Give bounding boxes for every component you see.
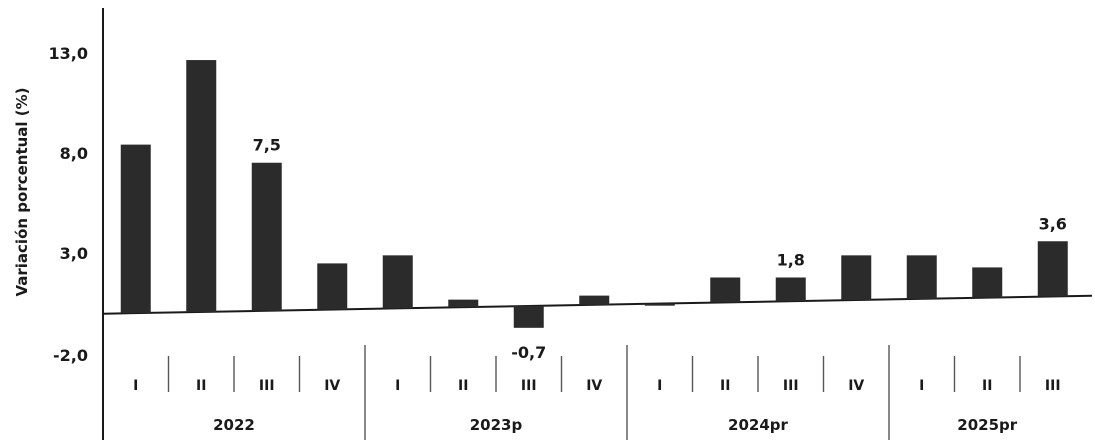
quarter-label: III xyxy=(1045,378,1061,394)
bar xyxy=(317,263,348,310)
quarter-label: III xyxy=(521,378,537,394)
quarter-label: III xyxy=(783,378,799,394)
quarter-label: IV xyxy=(324,378,340,394)
quarter-label: I xyxy=(919,378,924,394)
bar xyxy=(644,303,675,306)
quarter-label: II xyxy=(720,378,730,394)
bar xyxy=(1037,241,1068,297)
bar xyxy=(120,144,151,314)
y-tick-label: -2,0 xyxy=(53,346,88,365)
bar xyxy=(186,60,217,312)
bar xyxy=(710,277,741,303)
year-label: 2022 xyxy=(213,416,255,434)
bar xyxy=(841,255,872,301)
quarter-label: I xyxy=(395,378,400,394)
quarter-label: I xyxy=(133,378,138,394)
bar xyxy=(513,305,544,328)
bar xyxy=(448,299,479,308)
data-label: -0,7 xyxy=(511,343,546,362)
year-label: 2024pr xyxy=(728,416,788,434)
bar xyxy=(382,255,413,309)
bar xyxy=(972,267,1003,298)
year-label: 2025pr xyxy=(957,416,1017,434)
data-label: 3,6 xyxy=(1039,214,1067,233)
bar xyxy=(579,295,610,305)
quarter-label: I xyxy=(657,378,662,394)
bar xyxy=(775,277,806,302)
quarter-label: II xyxy=(196,378,206,394)
quarter-label: II xyxy=(982,378,992,394)
year-label: 2023p xyxy=(470,416,523,434)
y-axis-label: Variación porcentual (%) xyxy=(13,87,31,296)
data-label: 7,5 xyxy=(253,136,281,155)
data-label: 1,8 xyxy=(777,250,805,269)
y-tick-label: 3,0 xyxy=(60,244,88,263)
bar xyxy=(906,255,937,299)
quarter-label: IV xyxy=(848,378,864,394)
quarter-label: III xyxy=(259,378,275,394)
quarter-label: IV xyxy=(586,378,602,394)
y-tick-label: 8,0 xyxy=(60,144,88,163)
y-tick-label: 13,0 xyxy=(49,44,88,63)
bar xyxy=(251,162,282,311)
quarter-label: II xyxy=(458,378,468,394)
